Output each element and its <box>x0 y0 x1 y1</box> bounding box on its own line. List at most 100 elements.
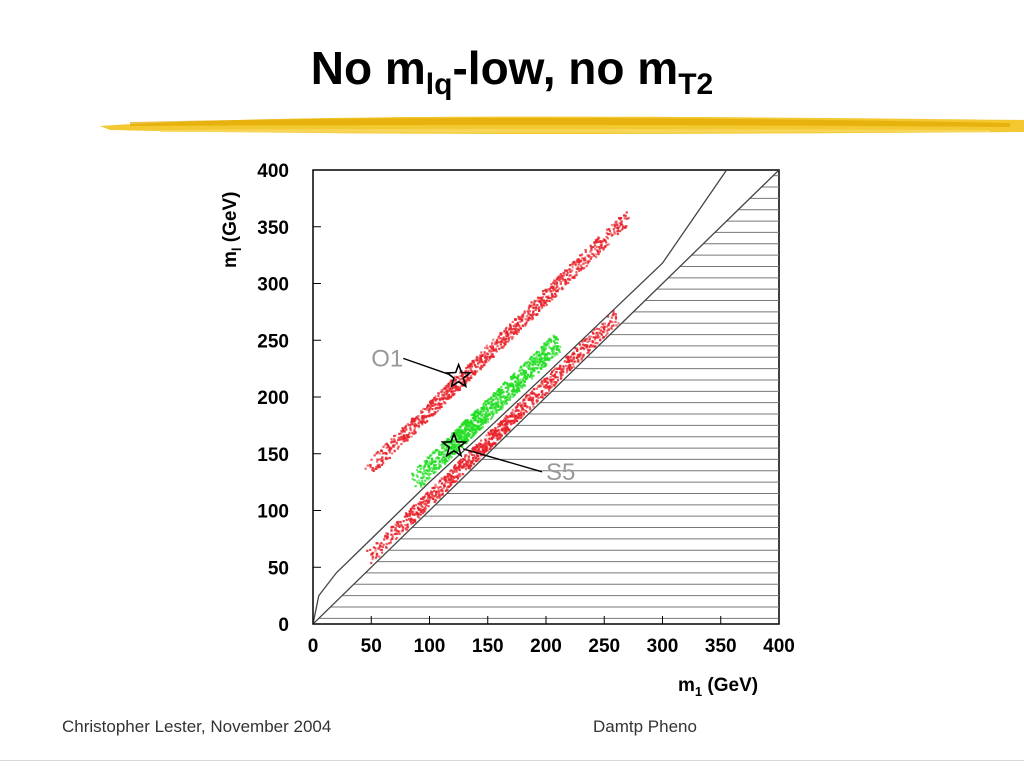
band-point <box>592 252 595 256</box>
band-point <box>385 458 388 461</box>
band-point <box>471 427 474 430</box>
band-point <box>579 268 583 271</box>
band-point <box>528 363 531 367</box>
band-point <box>499 437 502 440</box>
band-point <box>487 431 490 434</box>
band-point <box>492 348 495 351</box>
band-point <box>503 338 506 341</box>
band-point <box>438 453 441 457</box>
band-point <box>485 411 488 414</box>
band-point <box>465 422 469 425</box>
band-point <box>441 450 445 454</box>
band-point <box>455 429 458 432</box>
band-point <box>429 472 432 476</box>
band-point <box>474 457 477 460</box>
band-point <box>482 403 485 406</box>
band-point <box>404 427 407 430</box>
band-point <box>470 460 473 463</box>
band-point <box>464 465 467 468</box>
band-point <box>597 328 601 331</box>
x-tick-label: 50 <box>361 636 382 657</box>
band-point <box>542 365 545 369</box>
footer-venue: Damtp Pheno <box>593 717 697 736</box>
band-point <box>386 532 389 536</box>
x-tick-label: 0 <box>308 636 319 657</box>
band-point <box>489 350 492 353</box>
band-point <box>619 217 623 220</box>
band-point <box>482 413 485 416</box>
band-point <box>496 433 499 437</box>
band-point <box>412 473 415 477</box>
band-point <box>467 455 471 458</box>
band-point <box>409 426 412 429</box>
band-point <box>549 357 552 360</box>
band-point <box>544 364 547 367</box>
band-point <box>524 323 528 326</box>
band-point <box>426 473 429 476</box>
band-point <box>575 260 578 263</box>
band-point <box>457 376 460 380</box>
band-point <box>438 496 441 499</box>
band-point <box>448 396 452 399</box>
band-point <box>536 357 539 360</box>
band-point <box>480 422 483 425</box>
band-point <box>549 380 553 383</box>
band-point <box>403 524 407 527</box>
band-point <box>418 421 421 424</box>
band-point <box>434 470 437 474</box>
band-point <box>487 440 490 443</box>
band-point <box>483 409 486 412</box>
band-point <box>450 381 453 384</box>
band-point <box>544 346 548 349</box>
band-point <box>491 414 495 417</box>
band-point <box>470 365 474 368</box>
band-point <box>434 483 437 486</box>
band-point <box>434 499 437 502</box>
band-point <box>583 258 586 261</box>
band-point <box>592 254 596 257</box>
band-point <box>527 306 531 309</box>
band-point <box>497 387 500 391</box>
band-point <box>519 378 522 381</box>
band-point <box>461 375 464 379</box>
band-point <box>574 274 577 277</box>
band-point <box>521 324 524 328</box>
band-point <box>572 356 575 359</box>
band-point <box>392 444 395 447</box>
band-point <box>517 323 520 327</box>
band-point <box>451 435 454 438</box>
band-point <box>468 365 472 368</box>
band-point <box>436 490 439 493</box>
band-point <box>612 228 615 231</box>
band-point <box>427 404 430 407</box>
band-point <box>441 398 444 401</box>
band-point <box>458 426 461 429</box>
band-point <box>375 452 378 455</box>
band-point <box>586 337 589 340</box>
band-point <box>489 406 493 409</box>
band-point <box>390 537 394 540</box>
band-point <box>509 423 513 426</box>
band-point <box>492 412 495 416</box>
band-point <box>406 512 409 516</box>
band-point <box>475 459 478 462</box>
band-point <box>423 510 426 513</box>
band-point <box>506 390 509 393</box>
band-point <box>530 367 533 370</box>
band-point <box>543 358 547 361</box>
band-point <box>506 419 510 422</box>
band-point <box>482 415 485 418</box>
band-point <box>480 439 483 442</box>
band-point <box>562 271 565 275</box>
band-point <box>594 248 597 251</box>
band-point <box>484 443 488 446</box>
band-point <box>524 410 528 413</box>
band-point <box>508 414 512 417</box>
band-point <box>561 368 564 371</box>
y-tick-label: 200 <box>257 388 289 409</box>
band-point <box>558 287 561 290</box>
band-point <box>394 434 397 437</box>
band-point <box>517 381 521 384</box>
band-point <box>401 526 405 530</box>
band-point <box>506 330 509 333</box>
